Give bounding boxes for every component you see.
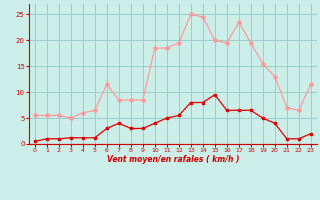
X-axis label: Vent moyen/en rafales ( km/h ): Vent moyen/en rafales ( km/h ): [107, 155, 239, 164]
